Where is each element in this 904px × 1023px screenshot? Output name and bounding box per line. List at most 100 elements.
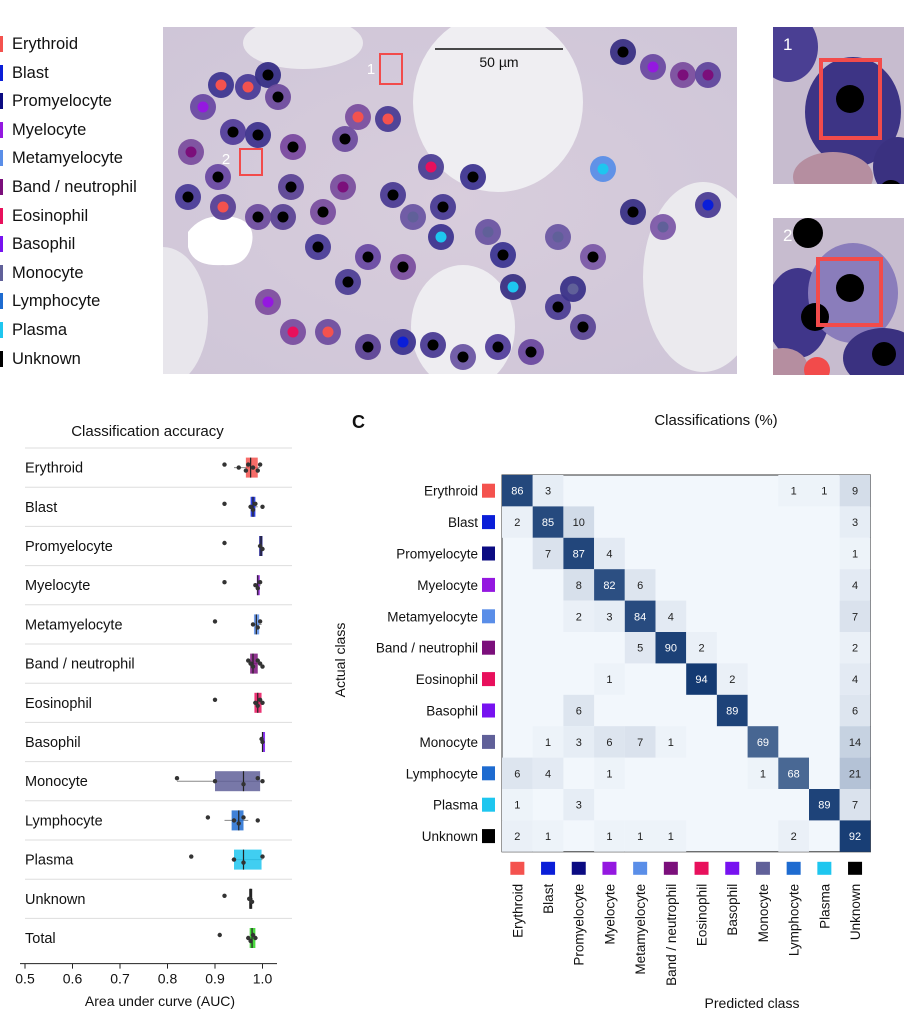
cell-marker <box>647 61 659 73</box>
cell-marker <box>277 211 289 223</box>
confusion-value: 4 <box>606 549 612 561</box>
confusion-cell <box>594 757 625 789</box>
confusion-cell <box>532 757 564 789</box>
cell-marker <box>587 251 599 263</box>
cell-marker <box>497 249 509 261</box>
auc-point <box>212 779 218 784</box>
auc-point <box>260 700 265 705</box>
cell-marker <box>492 341 504 353</box>
auc-point <box>253 700 258 705</box>
confusion-cell <box>686 663 717 695</box>
confusion-value: 1 <box>760 768 766 780</box>
cell-marker <box>657 221 669 233</box>
confusion-cell <box>655 600 687 632</box>
cell-marker <box>362 251 374 263</box>
confusion-row-swatch <box>482 483 495 498</box>
auc-tick-label: 0.6 <box>63 971 83 987</box>
confusion-col-label: Band / neutrophil <box>664 884 679 986</box>
confusion-col-swatch <box>633 861 648 875</box>
micrograph-image: 50 µm 1 2 <box>163 27 737 374</box>
cell-marker <box>567 283 579 295</box>
legend-label: Promyelocyte <box>12 92 112 111</box>
confusion-cell <box>624 600 656 632</box>
confusion-row-label: Plasma <box>433 798 479 813</box>
cell-marker <box>337 181 349 193</box>
auc-tick-label: 0.7 <box>110 971 130 987</box>
cell-marker <box>425 161 437 173</box>
confusion-row-label: Blast <box>448 515 478 530</box>
cell-marker <box>387 189 399 201</box>
confusion-value: 2 <box>852 643 858 655</box>
auc-category-label: Erythroid <box>25 461 83 477</box>
auc-point <box>255 658 260 663</box>
auc-point <box>257 697 263 702</box>
auc-category-label: Blast <box>25 500 57 516</box>
auc-point <box>222 501 227 506</box>
confusion-cell <box>563 569 595 601</box>
auc-point <box>257 661 263 666</box>
confusion-value: 1 <box>821 486 827 498</box>
cell-marker <box>702 69 714 81</box>
legend-label: Basophil <box>12 235 76 254</box>
confusion-row-swatch <box>482 515 495 530</box>
confusion-row-swatch <box>482 609 495 624</box>
cell-marker <box>227 126 239 138</box>
auc-category-label: Band / neutrophil <box>25 657 135 673</box>
confusion-cell <box>594 663 625 695</box>
cell-marker <box>427 339 439 351</box>
auc-point <box>241 782 246 787</box>
panel-label-c: C <box>352 412 365 432</box>
legend-label: Eosinophil <box>12 206 89 225</box>
legend-swatch <box>0 64 3 81</box>
auc-chart-title: Classification accuracy <box>71 423 224 440</box>
confusion-value: 4 <box>852 580 858 592</box>
confusion-row-label: Myelocyte <box>417 578 478 593</box>
confusion-value: 7 <box>637 737 643 749</box>
confusion-cell <box>839 726 871 758</box>
auc-point <box>246 658 251 663</box>
cell-marker <box>312 241 324 253</box>
confusion-col-swatch <box>602 861 617 875</box>
zoom-inset-2: 2 <box>773 218 904 375</box>
confusion-value: 4 <box>852 674 858 686</box>
confusion-row-swatch <box>482 829 495 844</box>
confusion-cell <box>502 789 533 821</box>
auc-point <box>260 546 265 552</box>
bone-marrow-micrograph: 50 µm 1 2 <box>163 27 737 374</box>
confusion-matrix-title: Classifications (%) <box>654 412 778 429</box>
cell-marker <box>627 206 639 218</box>
confusion-cell <box>563 506 595 538</box>
auc-point <box>250 622 256 627</box>
cell-marker <box>262 296 274 308</box>
box-label-2: 2 <box>222 151 230 168</box>
auc-point <box>241 815 246 820</box>
auc-point <box>174 776 180 781</box>
confusion-value: 89 <box>818 800 830 812</box>
confusion-cell <box>532 506 564 538</box>
confusion-value: 1 <box>668 737 674 749</box>
confusion-cell <box>839 506 871 538</box>
confusion-cell <box>778 475 809 507</box>
cell-marker <box>339 133 351 145</box>
cell-marker <box>437 201 449 213</box>
auc-point <box>241 860 246 865</box>
confusion-cell <box>716 663 748 695</box>
cell-marker <box>182 191 194 203</box>
auc-point <box>255 625 260 630</box>
confusion-value: 92 <box>849 831 861 843</box>
confusion-cell <box>809 475 840 507</box>
confusion-value: 9 <box>852 486 858 498</box>
confusion-value: 2 <box>729 674 735 686</box>
legend-swatch <box>0 178 3 195</box>
confusion-col-swatch <box>694 861 709 875</box>
auc-point <box>248 938 253 944</box>
confusion-row-swatch <box>482 640 495 655</box>
confusion-col-swatch <box>663 861 678 875</box>
confusion-cell <box>563 726 595 758</box>
legend-label: Erythroid <box>12 35 79 53</box>
auc-category-label: Promyelocyte <box>25 539 113 555</box>
confusion-value: 7 <box>852 611 858 623</box>
confusion-cell <box>624 632 656 664</box>
confusion-col-label: Plasma <box>817 883 832 929</box>
cell-marker <box>397 261 409 273</box>
